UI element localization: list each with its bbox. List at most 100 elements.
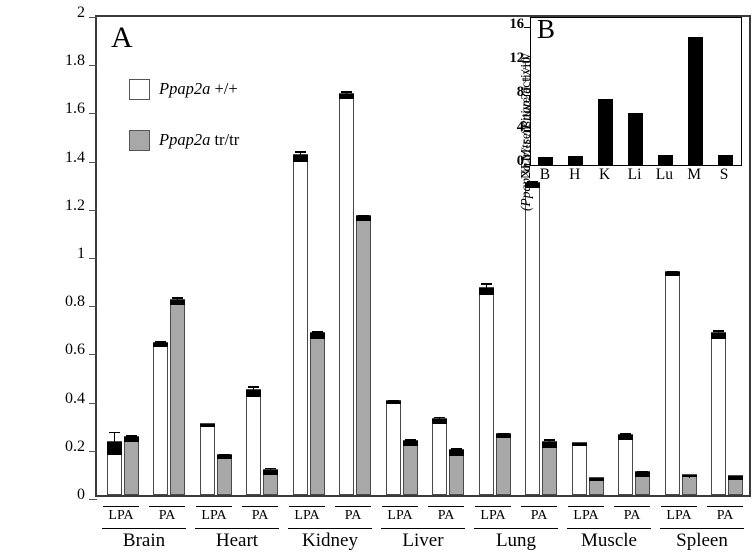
inset-y-tick-label: 16 — [509, 15, 525, 32]
group-rule — [288, 528, 372, 529]
group-label: Spleen — [676, 530, 728, 551]
substrate-label: LPA — [666, 508, 692, 523]
error-bar-fill — [245, 389, 262, 397]
bar — [664, 270, 681, 495]
error-bar-whisker — [362, 215, 365, 220]
substrate-rule — [521, 506, 557, 507]
inset-y-tick-mark — [524, 129, 531, 131]
error-bar-cap — [620, 432, 631, 435]
error-bar-cap — [341, 91, 352, 94]
error-bar-cap — [358, 215, 369, 217]
bar — [448, 449, 465, 495]
bar — [478, 286, 495, 495]
error-bar-cap — [434, 416, 445, 419]
error-bar-cap — [481, 283, 492, 286]
bar — [216, 454, 233, 495]
panel-b-label: B — [537, 14, 556, 44]
error-bar-cap — [451, 447, 462, 450]
error-bar-cap — [265, 467, 276, 470]
bar — [152, 341, 169, 495]
group-rule — [567, 528, 651, 529]
inset-y-tick-label: 8 — [516, 84, 524, 101]
error-bar-whisker — [269, 467, 272, 473]
error-bar-cap — [684, 475, 695, 478]
substrate-label: PA — [530, 508, 548, 523]
inset-x-label: K — [599, 166, 611, 183]
bar — [710, 332, 727, 495]
legend-allele-wt: +/+ — [210, 79, 238, 98]
y-tick-label: 2 — [77, 4, 85, 21]
inset-x-label: Li — [627, 166, 642, 183]
inset-bar — [538, 157, 554, 165]
error-bar-fill — [710, 333, 727, 340]
bar — [309, 332, 326, 495]
substrate-label: LPA — [201, 508, 227, 523]
substrate-rule — [335, 506, 371, 507]
y-tick-mark — [89, 499, 97, 500]
error-bar-whisker — [485, 283, 488, 291]
inset-bar — [657, 154, 673, 165]
error-bar-whisker — [345, 91, 348, 97]
substrate-label: PA — [437, 508, 455, 523]
error-bar-cap — [730, 475, 741, 478]
y-tick-mark — [89, 209, 97, 211]
inset-x-label: H — [569, 166, 581, 183]
error-bar-whisker — [624, 432, 627, 439]
inset-y-tick-label: 12 — [509, 49, 525, 66]
inset-panel-b: NEM-sensitive activity (Ppap2a tr/tr / P… — [430, 14, 750, 211]
bar — [338, 92, 355, 495]
error-bar-cap — [219, 454, 230, 457]
y-tick-label: 1.2 — [65, 196, 85, 214]
bar — [106, 440, 123, 495]
bar — [355, 215, 372, 495]
error-bar-whisker — [176, 297, 179, 303]
inset-x-label: M — [687, 166, 702, 183]
substrate-rule — [661, 506, 697, 507]
error-bar-whisker — [455, 447, 458, 454]
y-tick-mark — [89, 402, 97, 404]
panel-a-label: A — [111, 21, 133, 54]
error-bar-cap — [527, 180, 538, 183]
inset-x-label: Lu — [655, 166, 673, 183]
error-bar-cap — [667, 270, 678, 273]
error-bar-cap — [172, 297, 183, 300]
error-bar-cap — [498, 432, 509, 435]
substrate-rule — [428, 506, 464, 507]
error-bar-cap — [295, 150, 306, 153]
group-label: Muscle — [581, 530, 637, 551]
inset-plot-area: B — [524, 14, 742, 166]
y-tick-label: 0.4 — [65, 389, 85, 407]
error-bar-whisker — [159, 341, 162, 346]
y-tick-label: 0 — [77, 486, 85, 503]
inset-y-tick-label: 4 — [516, 118, 524, 135]
substrate-label: LPA — [294, 508, 320, 523]
error-bar-whisker — [316, 331, 319, 337]
bar — [199, 423, 216, 495]
legend-gene-wt: Ppap2a — [159, 79, 211, 98]
bar — [169, 298, 186, 495]
substrate-label: LPA — [108, 508, 134, 523]
error-bar-fill — [292, 155, 309, 163]
group-rule — [195, 528, 279, 529]
substrate-label: PA — [251, 508, 269, 523]
error-bar-cap — [202, 424, 213, 427]
error-bar-whisker — [113, 431, 116, 445]
legend-swatch-wt — [129, 79, 150, 100]
group-rule — [381, 528, 465, 529]
y-tick-mark — [89, 354, 97, 356]
inset-bar — [568, 156, 584, 165]
group-rule — [660, 528, 744, 529]
substrate-label: PA — [716, 508, 734, 523]
bar — [402, 440, 419, 495]
error-bar-whisker — [409, 439, 412, 445]
y-tick-mark — [89, 65, 97, 67]
substrate-label: PA — [344, 508, 362, 523]
error-bar-cap — [126, 435, 137, 437]
error-bar-whisker — [734, 475, 737, 480]
error-bar-whisker — [671, 270, 674, 275]
legend-allele-tr: tr/tr — [210, 130, 240, 149]
legend-label-tr: Ppap2a tr/tr — [159, 130, 239, 150]
inset-y-tick-label: 0 — [516, 153, 524, 169]
y-tick-label: 1.8 — [65, 52, 85, 70]
error-bar-whisker — [252, 386, 255, 393]
